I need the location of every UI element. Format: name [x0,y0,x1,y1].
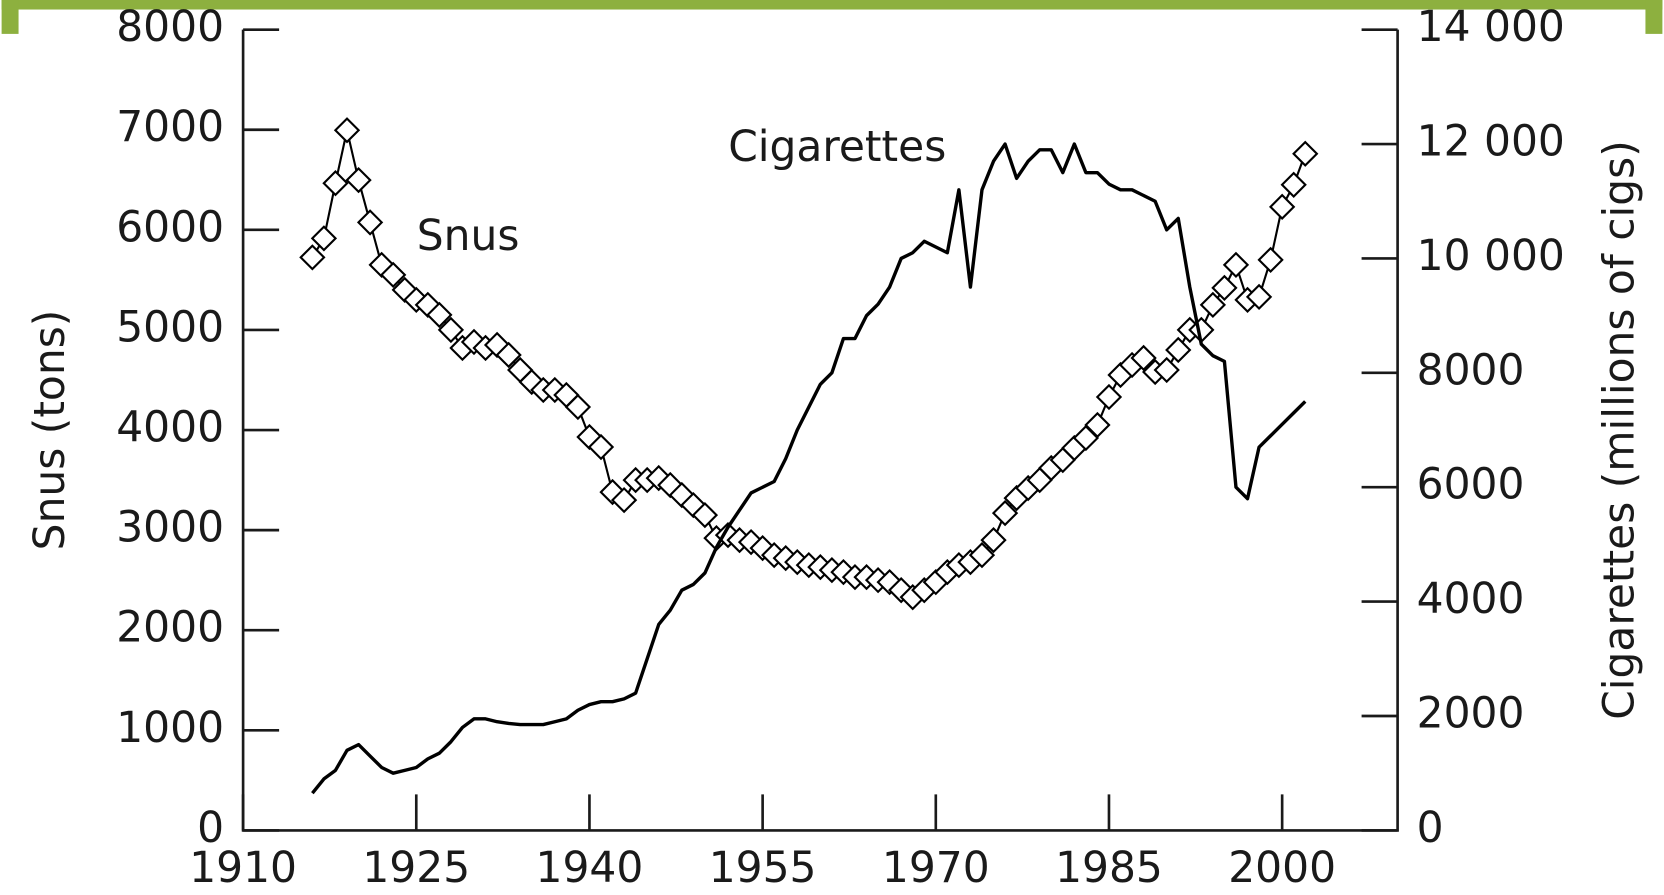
diamond-marker [310,225,338,252]
diamond-marker [1130,344,1157,372]
x-tick-label: 2000 [1228,843,1336,892]
diamond-marker [1199,291,1227,319]
x-tick-label: 1910 [189,843,297,892]
annotation: Cigarettes [728,122,946,171]
diamond-marker [437,316,465,344]
y2-tick-label: 0 [1417,803,1444,852]
x-tick-label: 1985 [1055,843,1163,892]
y2-axis-title: Cigarettes (millions of cigs) [1595,140,1644,720]
diamond-marker [356,209,384,236]
diamond-marker [564,393,592,421]
y2-tick-label: 6000 [1417,460,1525,509]
diamond-marker [1245,283,1273,311]
diamond-marker [1084,411,1111,439]
diamond-marker [991,499,1019,527]
diamond-marker [968,541,996,569]
y-tick-label: 5000 [116,302,224,351]
diamond-marker [1292,140,1319,167]
y2-tick-label: 10 000 [1417,231,1565,280]
y-tick-label: 2000 [116,603,224,652]
diamond-marker [1268,193,1296,220]
diamond-marker [691,501,719,529]
corner-right [1645,0,1663,34]
y2-tick-label: 14 000 [1417,2,1565,51]
diamond-marker [1153,356,1180,384]
y-axis-title: Snus (tons) [25,310,74,551]
diamond-marker [333,117,361,144]
diamond-marker [322,170,349,197]
diamond-marker [610,486,638,514]
y2-tick-label: 12 000 [1417,117,1565,166]
y-tick-label: 1000 [116,703,224,752]
diamond-marker [1222,251,1250,279]
y2-tick-label: 4000 [1417,574,1525,623]
y2-tick-label: 8000 [1417,345,1525,394]
diamond-marker [380,261,407,289]
diamond-marker [980,526,1007,554]
corner-left [1,0,19,34]
series-line [311,142,1307,795]
diamond-marker [1280,171,1307,198]
y-tick-label: 0 [197,803,224,852]
y-tick-label: 3000 [116,503,224,552]
diamond-marker [495,341,522,369]
x-tick-label: 1955 [709,843,817,892]
diamond-marker [426,301,453,329]
diamond-marker [345,166,372,194]
y-tick-label: 4000 [116,403,224,452]
diamond-marker [1257,246,1284,274]
diamond-marker [587,433,615,461]
x-tick-label: 1970 [882,843,990,892]
diamond-marker [1211,274,1238,302]
y2-tick-label: 2000 [1417,689,1525,738]
diamond-marker [737,528,765,556]
y-tick-label: 7000 [116,102,224,151]
top-bar [1,0,1663,10]
y-tick-label: 8000 [116,2,224,51]
annotation: Snus [417,211,520,260]
diamond-marker [299,244,326,271]
y-tick-label: 6000 [116,202,224,251]
diamond-marker [1165,336,1192,364]
diamond-marker [1095,383,1123,411]
x-tick-label: 1925 [362,843,470,892]
x-tick-label: 1940 [536,843,644,892]
